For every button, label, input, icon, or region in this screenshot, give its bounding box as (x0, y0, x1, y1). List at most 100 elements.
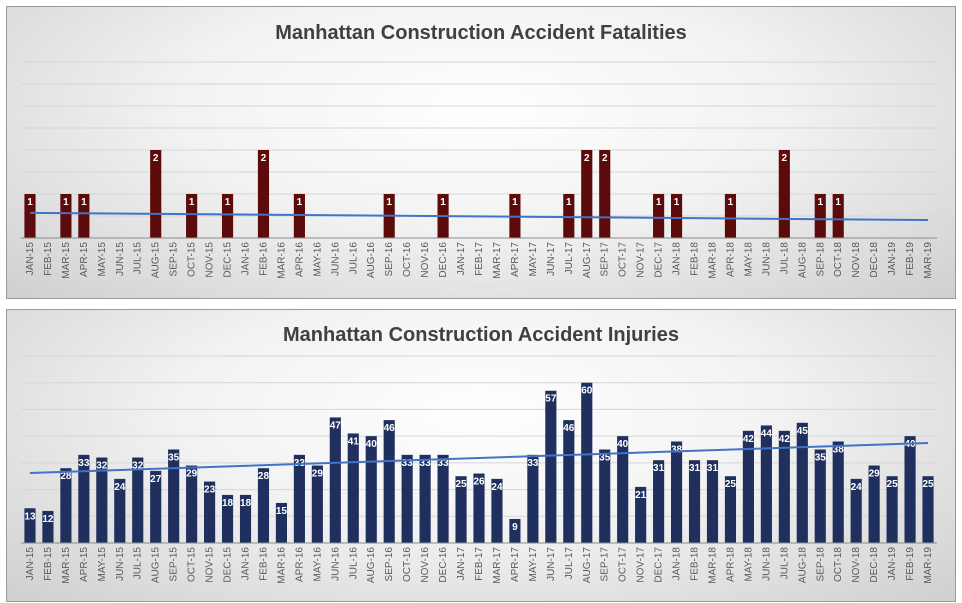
injuries-bar (275, 502, 287, 543)
injuries-bar (796, 422, 808, 543)
injuries-bar (221, 494, 234, 543)
injuries-data-label: 38 (671, 444, 683, 455)
injuries-bar (599, 449, 611, 543)
injuries-data-label: 45 (797, 426, 809, 437)
fatalities-bar (778, 150, 790, 238)
injuries-bar (509, 518, 521, 543)
injuries-bar (581, 382, 593, 543)
injuries-data-label: 40 (904, 439, 916, 450)
injuries-bar (671, 441, 683, 543)
injuries-data-label: 35 (168, 453, 180, 464)
fatalities-tick-label: JUN-15 (115, 242, 126, 276)
fatalities-tick-label: JUN-16 (330, 242, 341, 276)
fatalities-tick-label: JUL-16 (348, 242, 359, 275)
injuries-tick-label: APR-17 (510, 547, 521, 582)
injuries-tick-label: JUL-17 (564, 547, 575, 580)
fatalities-bar (671, 194, 683, 238)
fatalities-tick-label: DEC-16 (438, 242, 449, 278)
injuries-tick-label: JUL-16 (348, 547, 359, 580)
fatalities-tick-label: SEP-16 (384, 242, 395, 277)
injuries-tick-label: SEP-15 (169, 547, 180, 582)
injuries-tick-label: MAY-18 (743, 547, 754, 582)
injuries-bar (204, 481, 216, 543)
fatalities-tick-label: SEP-17 (600, 242, 611, 277)
fatalities-tick-label: OCT-16 (402, 242, 413, 277)
injuries-data-label: 33 (420, 458, 432, 469)
injuries-data-label: 15 (276, 506, 288, 517)
injuries-bar (60, 468, 72, 543)
fatalities-bar (60, 194, 72, 238)
fatalities-bar (724, 194, 737, 238)
fatalities-tick-label: OCT-15 (187, 242, 198, 277)
fatalities-tick-label: MAR-15 (61, 242, 72, 279)
injuries-tick-label: AUG-16 (366, 547, 377, 584)
fatalities-bar (78, 194, 90, 238)
injuries-data-label: 25 (455, 479, 467, 490)
injuries-data-label: 42 (779, 434, 791, 445)
injuries-tick-label: JUL-18 (779, 547, 790, 580)
injuries-tick-label: FEB-18 (690, 547, 701, 581)
injuries-tick-label: DEC-17 (654, 547, 665, 583)
fatalities-tick-label: MAR-16 (276, 242, 287, 279)
fatalities-data-label: 2 (261, 153, 267, 164)
fatalities-tick-label: MAY-18 (743, 242, 754, 277)
fatalities-bar (257, 150, 270, 238)
injuries-bar (814, 449, 826, 543)
fatalities-tick-label: NOV-18 (851, 242, 862, 278)
injuries-tick-label: APR-18 (725, 547, 736, 582)
injuries-bar (311, 465, 323, 543)
fatalities-tick-label: JUL-15 (133, 242, 144, 275)
injuries-data-label: 47 (330, 420, 342, 431)
fatalities-tick-label: JUN-17 (546, 242, 557, 276)
injuries-bar (563, 420, 575, 543)
injuries-tick-label: MAR-18 (707, 547, 718, 584)
injuries-bar (96, 457, 108, 543)
fatalities-tick-label: NOV-15 (205, 242, 216, 278)
fatalities-tick-label: OCT-17 (618, 242, 629, 277)
injuries-data-label: 29 (312, 469, 324, 480)
fatalities-bar (563, 194, 575, 238)
fatalities-chart-title: Manhattan Construction Accident Fataliti… (275, 22, 687, 44)
injuries-tick-label: FEB-17 (474, 547, 485, 581)
injuries-data-label: 42 (743, 434, 755, 445)
fatalities-tick-label: FEB-18 (690, 242, 701, 276)
injuries-tick-label: AUG-18 (797, 547, 808, 584)
injuries-tick-label: JUN-18 (761, 547, 772, 581)
fatalities-tick-label: MAY-16 (312, 242, 323, 277)
fatalities-tick-label: DEC-17 (654, 242, 665, 278)
fatalities-data-label: 1 (297, 197, 303, 208)
injuries-tick-label: NOV-17 (636, 547, 647, 583)
injuries-data-label: 26 (473, 477, 485, 488)
injuries-tick-label: MAR-16 (276, 547, 287, 584)
injuries-tick-label: MAY-16 (312, 547, 323, 582)
fatalities-bar (150, 150, 162, 238)
fatalities-data-label: 1 (27, 197, 33, 208)
injuries-bar (688, 460, 701, 543)
injuries-tick-label: AUG-15 (151, 547, 162, 584)
fatalities-tick-label: AUG-16 (366, 242, 377, 279)
injuries-bar (491, 478, 503, 543)
injuries-tick-label: OCT-18 (833, 547, 844, 582)
fatalities-tick-label: JUN-18 (761, 242, 772, 276)
fatalities-tick-label: AUG-15 (151, 242, 162, 279)
injuries-bar (383, 420, 395, 543)
injuries-data-label: 46 (563, 423, 575, 434)
injuries-data-label: 9 (512, 522, 518, 533)
injuries-bar (868, 465, 880, 543)
injuries-bar (419, 454, 431, 543)
injuries-bar (347, 433, 359, 543)
fatalities-tick-label: APR-17 (510, 242, 521, 277)
injuries-bar (653, 460, 665, 543)
fatalities-bar (293, 194, 305, 238)
fatalities-tick-label: DEC-15 (223, 242, 234, 278)
injuries-bar (724, 476, 737, 543)
fatalities-data-label: 1 (440, 197, 446, 208)
injuries-tick-label: APR-15 (79, 547, 90, 582)
injuries-data-label: 40 (617, 439, 629, 450)
injuries-bar (329, 417, 341, 543)
injuries-bar (850, 478, 862, 543)
injuries-data-label: 46 (384, 423, 396, 434)
injuries-bar (42, 510, 54, 543)
injuries-data-label: 18 (240, 498, 252, 509)
injuries-bar (293, 454, 305, 543)
